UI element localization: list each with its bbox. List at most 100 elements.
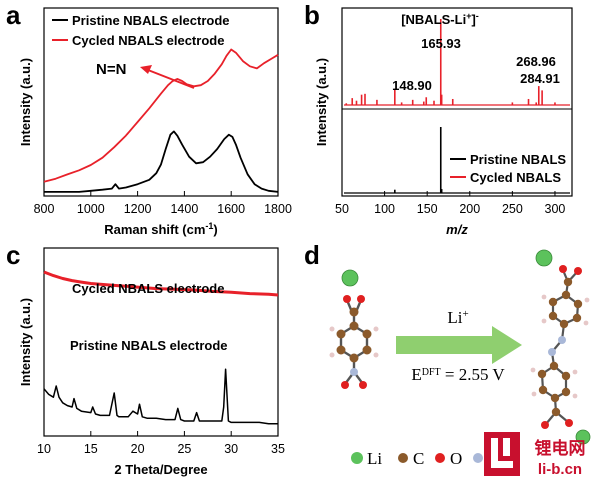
c-atom [362,329,372,339]
li-atom [535,249,553,267]
x-tick-label: 1800 [264,202,292,216]
panel-a: a 800 1000 1200 1400 1600 1800 Intensity (a.u… [6,0,292,237]
c-atom [561,387,571,397]
watermark-text-url: li-b.cn [538,461,582,478]
h-atom [541,318,547,324]
series-label-c-cycled: Cycled NBALS electrode [72,281,224,296]
o-atom [343,295,351,303]
x-tick-label: 10 [37,442,51,456]
legend-atom-c [398,453,408,463]
h-atom [572,369,578,375]
watermark: 锂电网 li-b.cn [484,432,586,478]
annotation-arrow-line [147,69,195,89]
x-tick-label: 25 [177,442,191,456]
h-atom [584,297,590,303]
series-line-a-pristine [44,130,279,193]
series-line-c-cycled [43,270,279,297]
x-tick-label: 100 [374,202,395,216]
x-ticks-b: 50 100 150 200 250 300 [335,191,565,216]
o-atom [541,421,549,429]
o-atom [574,267,582,275]
c-atom [573,299,583,309]
annotation-peak-148: 148.90 [392,78,432,93]
legend-atom-li [351,452,363,464]
o-atom [559,265,567,273]
molecule-left [329,269,379,389]
h-atom [373,352,379,358]
c-atom [549,361,559,371]
c-atom [561,371,571,381]
n-atom [558,336,566,344]
li-atom [341,269,359,287]
x-tick-label: 200 [459,202,480,216]
series-group-a [43,48,279,193]
annotation-peak-165: 165.93 [421,36,461,51]
o-atom [359,381,367,389]
y-axis-label-b: Intensity (a.u.) [314,58,329,146]
plot-frame-a [43,7,279,197]
c-atom [548,311,558,321]
c-atom [336,345,346,355]
legend-label-a-pristine: Pristine NBALS electrode [72,13,230,28]
panel-d: d [304,240,591,468]
annotation-peak-284: 284.91 [520,71,560,86]
c-atom [538,385,548,395]
energy-label: EDFT = 2.55 V [411,365,505,384]
watermark-text-cn: 锂电网 [535,438,586,458]
reaction-arrow [396,326,522,364]
o-atom [565,419,573,427]
legend-label-c: C [413,449,424,468]
x-axis-label-b: m/z [446,222,468,237]
watermark-logo-mark [503,438,510,456]
molecule-right [530,249,591,445]
c-atom [548,297,558,307]
reagent-label: Li+ [447,308,468,327]
legend-atom-n [473,453,483,463]
x-ticks-a: 800 1000 1200 1400 1600 1800 [34,191,292,216]
y-axis-label-a: Intensity (a.u.) [18,58,33,146]
annotation-arrow-head [140,65,152,74]
x-tick-label: 30 [224,442,238,456]
plot-frame-c [43,247,279,437]
c-atom [349,353,359,363]
y-axis-label-c: Intensity (a.u.) [18,298,33,386]
x-tick-label: 1400 [170,202,198,216]
x-tick-label: 35 [271,442,285,456]
c-atom [563,277,573,287]
c-atom [561,290,571,300]
c-atom [572,313,582,323]
annotation-ion-label: [NBALS-Li+]- [401,11,479,27]
panel-b: b 50 100 150 200 250 300 Intensity (a.u.) m/z… [304,0,573,237]
x-tick-label: 1200 [124,202,152,216]
x-tick-label: 250 [502,202,523,216]
watermark-logo-block [484,432,520,476]
legend-label-b-pristine: Pristine NBALS [470,152,566,167]
element-legend: Li C O N [351,449,500,468]
x-axis-label-c: 2 Theta/Degree [114,462,207,477]
c-atom [336,329,346,339]
legend-label-b-cycled: Cycled NBALS [470,170,561,185]
panel-letter-a: a [6,0,21,30]
c-atom [551,407,561,417]
x-tick-label: 20 [131,442,145,456]
x-ticks-c: 10 15 20 25 30 35 [37,431,285,456]
series-group-b [344,19,570,194]
c-atom [537,369,547,379]
h-atom [583,320,589,326]
h-atom [531,391,537,397]
watermark-logo-mark [491,461,513,468]
x-tick-label: 1600 [217,202,245,216]
watermark-logo-mark [491,438,498,468]
annotation-peak-268: 268.96 [516,54,556,69]
h-atom [541,294,547,300]
annotation-nn: N=N [96,61,126,78]
legend-atom-o [435,453,445,463]
panel-c: c 10 15 20 25 30 35 Intensity (a.u.) 2 Theta/… [6,240,285,477]
c-atom [559,319,569,329]
legend-label-li: Li [367,449,382,468]
panel-letter-c: c [6,240,20,270]
x-tick-label: 1000 [77,202,105,216]
x-tick-label: 300 [545,202,566,216]
c-atom [362,345,372,355]
o-atom [341,381,349,389]
